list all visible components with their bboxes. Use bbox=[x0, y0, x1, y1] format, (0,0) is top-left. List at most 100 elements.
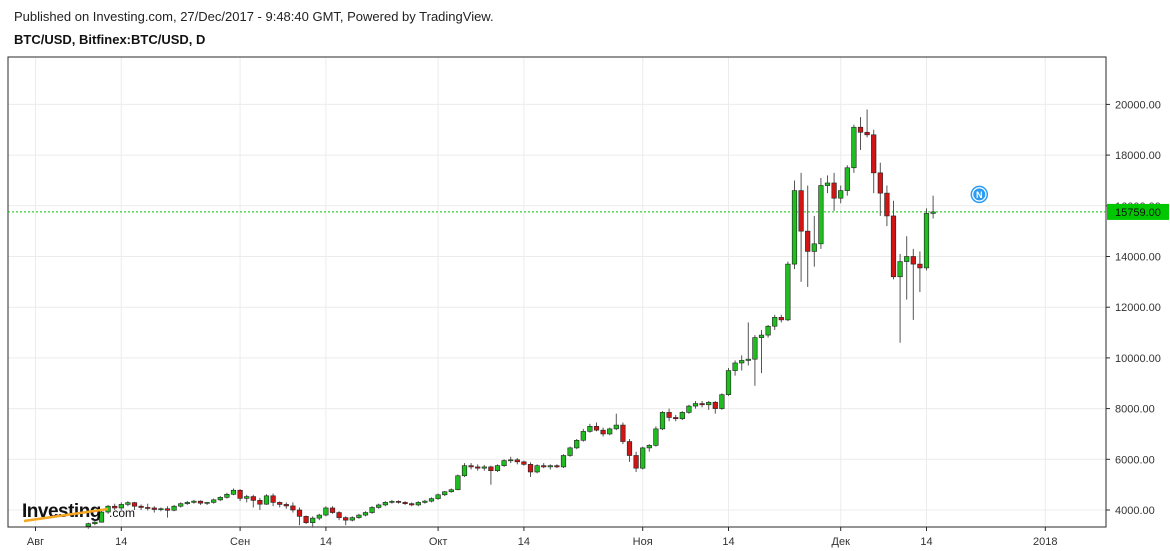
candle[interactable] bbox=[567, 446, 573, 457]
candle[interactable] bbox=[244, 494, 250, 503]
candle[interactable] bbox=[435, 493, 441, 500]
candle[interactable] bbox=[659, 411, 666, 431]
candle[interactable] bbox=[125, 501, 131, 507]
candle[interactable] bbox=[402, 501, 408, 505]
candle[interactable] bbox=[679, 411, 685, 421]
candle[interactable] bbox=[574, 439, 580, 450]
candle[interactable] bbox=[580, 428, 586, 442]
candle[interactable] bbox=[290, 502, 296, 513]
candle[interactable] bbox=[442, 490, 448, 497]
candle[interactable] bbox=[811, 215, 817, 267]
candle[interactable] bbox=[475, 464, 481, 471]
candle[interactable] bbox=[237, 489, 243, 502]
candle[interactable] bbox=[864, 109, 870, 138]
candle[interactable] bbox=[712, 400, 718, 414]
candle[interactable] bbox=[884, 185, 890, 227]
candle[interactable] bbox=[501, 459, 507, 467]
candle[interactable] bbox=[211, 498, 217, 504]
candle[interactable] bbox=[765, 324, 771, 338]
candle[interactable] bbox=[488, 465, 494, 485]
candle[interactable] bbox=[871, 129, 877, 194]
candle[interactable] bbox=[897, 253, 903, 343]
candle[interactable] bbox=[818, 177, 824, 249]
candle[interactable] bbox=[719, 393, 725, 410]
candle[interactable] bbox=[336, 511, 342, 521]
candle[interactable] bbox=[356, 513, 362, 519]
candle[interactable] bbox=[171, 504, 177, 512]
candle[interactable] bbox=[257, 497, 263, 510]
candle[interactable] bbox=[560, 454, 567, 469]
candle[interactable] bbox=[521, 460, 527, 466]
candle[interactable] bbox=[197, 500, 204, 505]
candle[interactable] bbox=[138, 504, 144, 510]
candle[interactable] bbox=[824, 175, 831, 194]
candle[interactable] bbox=[917, 251, 923, 292]
candle[interactable] bbox=[758, 330, 765, 374]
candle[interactable] bbox=[316, 513, 322, 521]
candle[interactable] bbox=[904, 236, 910, 300]
candle[interactable] bbox=[415, 501, 421, 507]
candle[interactable] bbox=[706, 400, 712, 410]
candle[interactable] bbox=[534, 464, 540, 474]
news-marker[interactable] bbox=[973, 188, 986, 201]
candle[interactable] bbox=[178, 502, 184, 508]
candle[interactable] bbox=[587, 423, 593, 433]
candle[interactable] bbox=[666, 408, 672, 422]
candle[interactable] bbox=[514, 458, 520, 465]
candle[interactable] bbox=[277, 501, 283, 508]
candle[interactable] bbox=[369, 506, 375, 514]
candle[interactable] bbox=[217, 496, 223, 502]
candle[interactable] bbox=[112, 503, 118, 510]
candle[interactable] bbox=[620, 422, 626, 445]
candle[interactable] bbox=[118, 502, 124, 510]
candle[interactable] bbox=[778, 314, 784, 323]
candle[interactable] bbox=[673, 414, 679, 422]
candle[interactable] bbox=[448, 488, 454, 493]
candle[interactable] bbox=[686, 404, 692, 414]
candle[interactable] bbox=[296, 507, 303, 526]
candle[interactable] bbox=[739, 355, 745, 371]
candle[interactable] bbox=[428, 497, 435, 503]
candle[interactable] bbox=[131, 501, 138, 510]
candle[interactable] bbox=[270, 493, 276, 507]
candle[interactable] bbox=[184, 500, 190, 505]
candle[interactable] bbox=[323, 506, 329, 517]
candle[interactable] bbox=[910, 248, 916, 320]
candle[interactable] bbox=[263, 494, 270, 505]
news-marker-group[interactable]: N bbox=[970, 185, 989, 204]
candle[interactable] bbox=[745, 322, 751, 366]
candle[interactable] bbox=[923, 208, 930, 271]
candle[interactable] bbox=[541, 463, 547, 469]
candle[interactable] bbox=[653, 426, 659, 447]
candle[interactable] bbox=[554, 464, 560, 469]
candle[interactable] bbox=[494, 464, 501, 472]
candle[interactable] bbox=[890, 200, 897, 280]
candle[interactable] bbox=[593, 422, 600, 432]
candle[interactable] bbox=[607, 427, 613, 436]
candle[interactable] bbox=[395, 500, 402, 504]
candle[interactable] bbox=[791, 180, 798, 270]
candle[interactable] bbox=[626, 439, 633, 462]
candle[interactable] bbox=[376, 503, 382, 509]
candle[interactable] bbox=[772, 314, 778, 331]
candle[interactable] bbox=[508, 456, 514, 464]
candle[interactable] bbox=[692, 400, 699, 409]
candle[interactable] bbox=[310, 516, 316, 528]
candle[interactable] bbox=[527, 462, 534, 478]
candle[interactable] bbox=[382, 501, 388, 507]
candle[interactable] bbox=[805, 185, 811, 287]
candle[interactable] bbox=[547, 464, 553, 470]
candle[interactable] bbox=[640, 446, 646, 470]
candle[interactable] bbox=[851, 124, 857, 173]
candle[interactable] bbox=[600, 427, 606, 437]
candle[interactable] bbox=[204, 501, 210, 505]
candle[interactable] bbox=[158, 507, 164, 512]
candle[interactable] bbox=[613, 413, 619, 431]
candles[interactable] bbox=[85, 109, 936, 529]
candle[interactable] bbox=[283, 502, 289, 509]
candle[interactable] bbox=[230, 488, 237, 496]
candle[interactable] bbox=[699, 400, 705, 408]
candle[interactable] bbox=[85, 522, 91, 529]
candle[interactable] bbox=[362, 511, 369, 517]
candle[interactable] bbox=[831, 172, 837, 211]
